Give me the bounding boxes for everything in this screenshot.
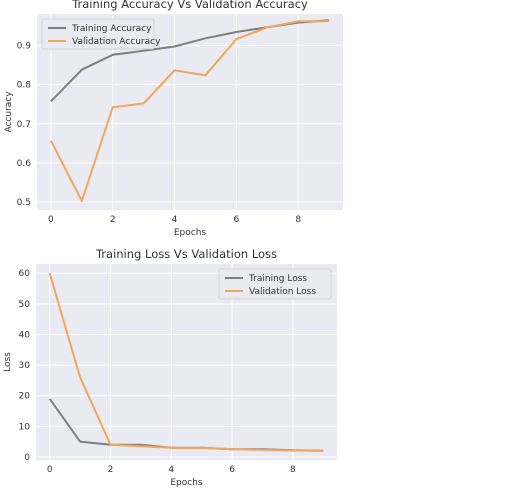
loss-ytick-label: 50 — [19, 300, 31, 310]
loss-legend-label: Validation Loss — [249, 287, 316, 297]
accuracy-xtick-label: 2 — [110, 215, 116, 225]
accuracy-ytick-label: 0.8 — [17, 81, 32, 91]
loss-xtick-label: 8 — [290, 465, 296, 475]
loss-legend-label: Training Loss — [248, 274, 307, 284]
accuracy-ytick-label: 0.5 — [17, 198, 31, 208]
accuracy-legend-label: Validation Accuracy — [72, 37, 161, 47]
accuracy-title: Training Accuracy Vs Validation Accuracy — [71, 0, 308, 11]
accuracy-ytick-label: 0.9 — [17, 41, 32, 51]
accuracy-xtick-label: 6 — [233, 215, 239, 225]
loss-chart: Training Loss Vs Validation Loss 0 10 20 30 4… — [0, 244, 514, 496]
accuracy-xtick-label: 4 — [172, 215, 178, 225]
accuracy-xlabel: Epochs — [174, 228, 207, 238]
loss-title: Training Loss Vs Validation Loss — [95, 247, 277, 261]
accuracy-xtick-label: 8 — [295, 215, 301, 225]
loss-xlabel: Epochs — [170, 478, 203, 488]
loss-ytick-label: 10 — [19, 422, 31, 432]
accuracy-ytick-label: 0.6 — [17, 159, 32, 169]
loss-series-validation-line — [48, 272, 324, 452]
accuracy-ylabel: Accuracy — [4, 91, 14, 133]
accuracy-legend-label: Training Accuracy — [71, 24, 152, 34]
loss-chart-svg: Training Loss Vs Validation Loss01020304… — [3, 247, 337, 488]
accuracy-series-validation-line — [50, 20, 330, 202]
loss-xtick-label: 2 — [108, 465, 114, 475]
accuracy-chart: Training Accuracy Vs Validation Accuracy… — [0, 0, 514, 240]
loss-xtick-label: 0 — [47, 465, 53, 475]
loss-ytick-label: 40 — [19, 330, 31, 340]
loss-xtick-label: 6 — [229, 465, 235, 475]
loss-legend-box — [218, 268, 332, 300]
loss-ytick-label: 20 — [19, 392, 31, 402]
accuracy-legend-box — [41, 18, 155, 50]
loss-legend: Training Loss Validation Loss — [218, 268, 332, 300]
loss-ytick-label: 30 — [19, 361, 31, 371]
accuracy-chart-svg: Training Accuracy Vs Validation Accuracy… — [4, 0, 343, 238]
loss-ylabel: Loss — [3, 352, 13, 372]
loss-ytick-label: 60 — [19, 269, 31, 279]
accuracy-legend: Training Accuracy Validation Accuracy — [41, 18, 161, 50]
accuracy-ytick-label: 0.7 — [17, 120, 31, 130]
loss-xtick-label: 4 — [168, 465, 174, 475]
accuracy-xtick-label: 0 — [48, 215, 54, 225]
loss-ytick-label: 0 — [24, 453, 30, 463]
